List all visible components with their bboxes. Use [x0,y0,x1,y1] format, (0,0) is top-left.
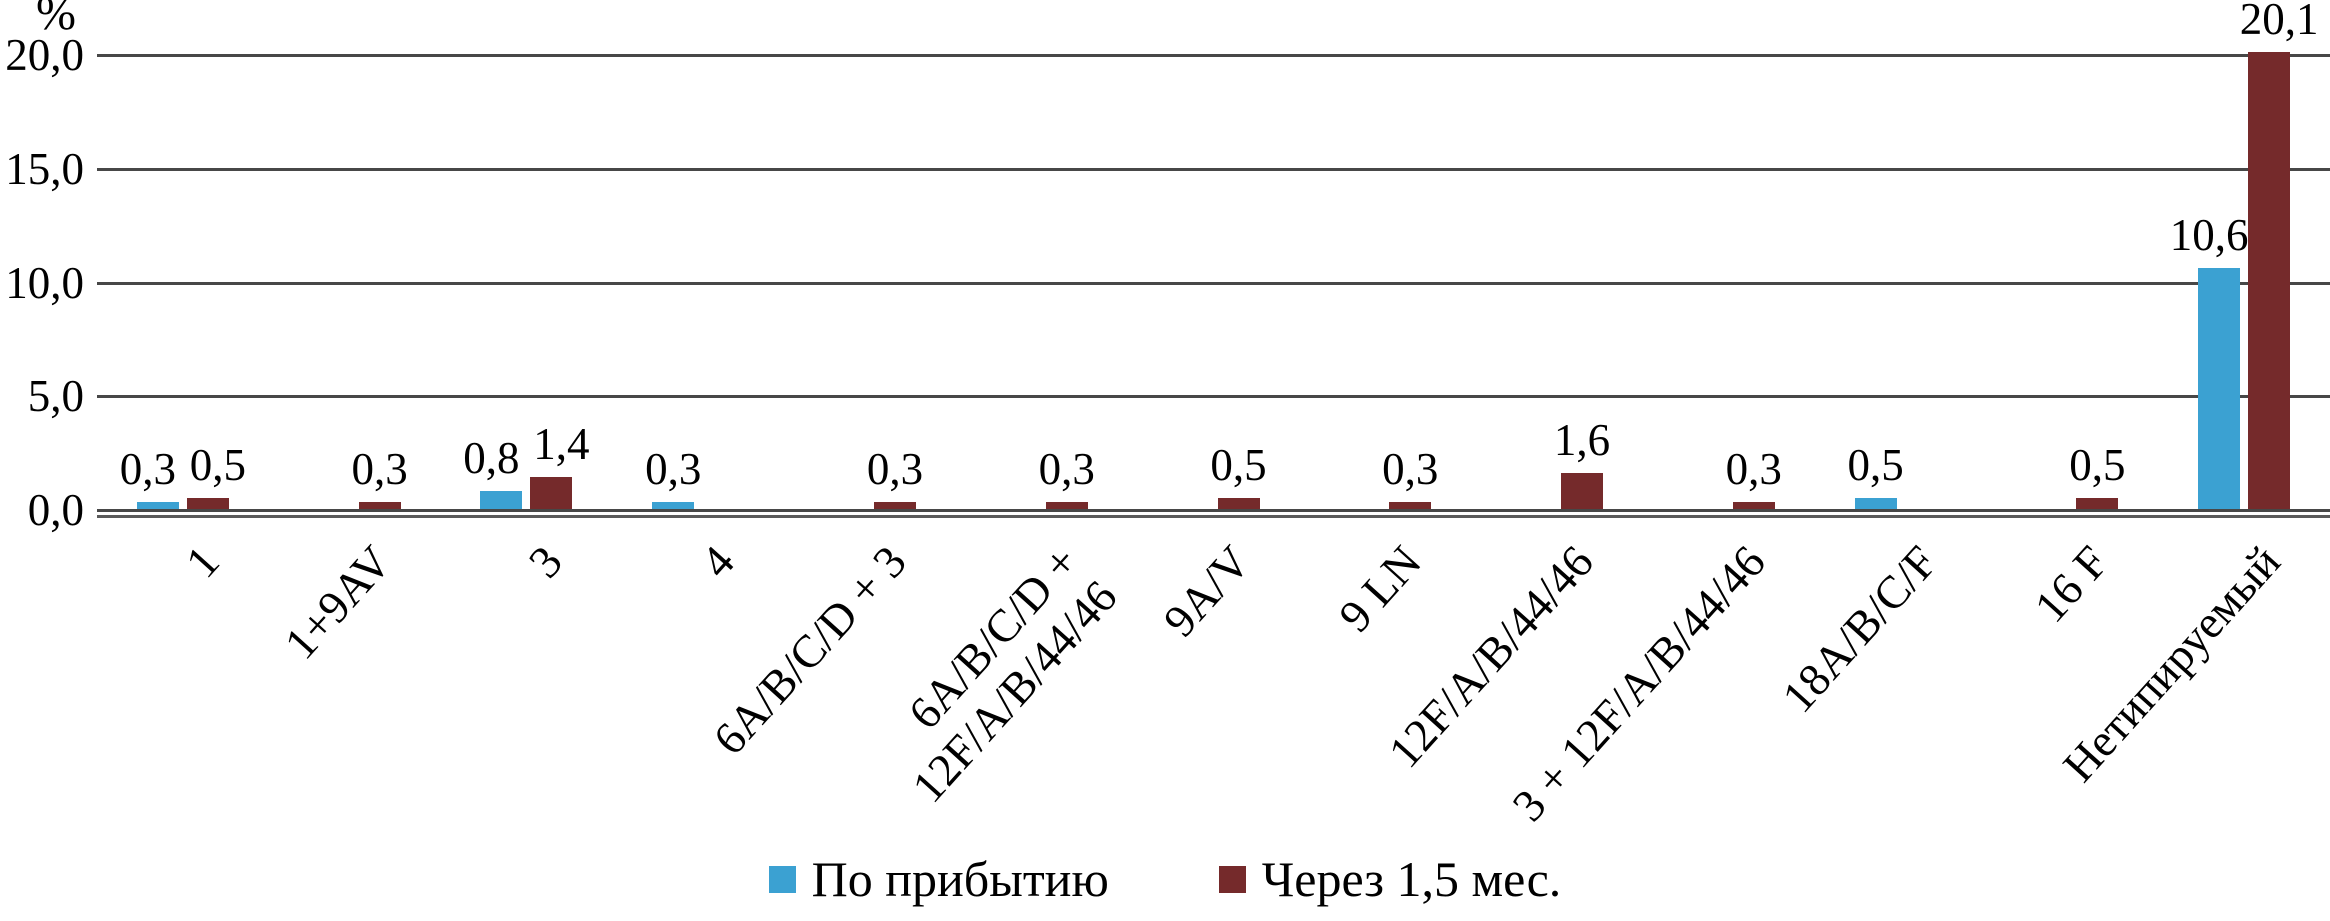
bar-value-label: 0,3 [1382,444,1439,494]
legend-marker-after-1-5-months [1218,865,1246,893]
y-tick-label: 5,0 [27,371,84,422]
legend: По прибытию Через 1,5 мес. [0,854,2330,904]
bar [873,502,916,509]
bar-value-label: 0,3 [866,444,924,494]
bar [1217,498,1260,509]
bar-value-label: 1,4 [533,419,590,469]
bar-value-label: 0,8 [463,433,520,483]
bar [136,502,179,509]
legend-item-arrival: По прибытию [768,851,1109,907]
bar [1389,502,1432,509]
y-tick-label: 0,0 [27,485,84,535]
bar-value-label: 0,5 [1847,440,1904,490]
bar-value-label: 0,3 [351,444,408,494]
y-tick-label: 15,0 [5,143,84,194]
legend-label-arrival: По прибытию [811,851,1109,907]
bar [358,502,401,509]
bar-value-label: 0,3 [1725,444,1782,494]
y-tick-label: 10,0 [5,257,84,308]
legend-label-after-1-5-months: Через 1,5 мес. [1261,851,1562,907]
bar [652,502,695,509]
legend-item-after-1-5-months: Через 1,5 мес. [1218,851,1562,907]
bar [186,498,229,509]
bar-value-label: 20,1 [2239,0,2319,44]
bar [1045,502,1088,509]
bar [1561,473,1604,509]
gridline [97,395,2330,399]
x-axis-line-lower [97,515,2330,518]
bar-value-label: 1,6 [1553,415,1611,465]
bar [2076,498,2119,509]
bar-value-label: 0,3 [1038,444,1095,494]
bar-value-label: 10,6 [2169,210,2249,260]
gridline [97,281,2330,285]
bar [1732,502,1775,509]
bar-value-label: 0,5 [2069,440,2126,490]
bar-value-label: 0,5 [189,440,246,490]
bar [2198,268,2241,509]
legend-marker-arrival [768,865,796,893]
bar [480,491,523,509]
gridline [97,167,2330,171]
bar [530,477,573,509]
x-axis-line [97,509,2330,512]
bar-value-label: 0,3 [645,444,702,494]
bar-value-label: 0,3 [119,444,176,494]
y-axis-unit-label: % [36,0,76,40]
gridline [97,54,2330,57]
y-tick-label: 20,0 [5,30,84,80]
bar-value-label: 0,5 [1210,440,1267,490]
bar [2248,52,2291,509]
bar [1854,498,1897,509]
